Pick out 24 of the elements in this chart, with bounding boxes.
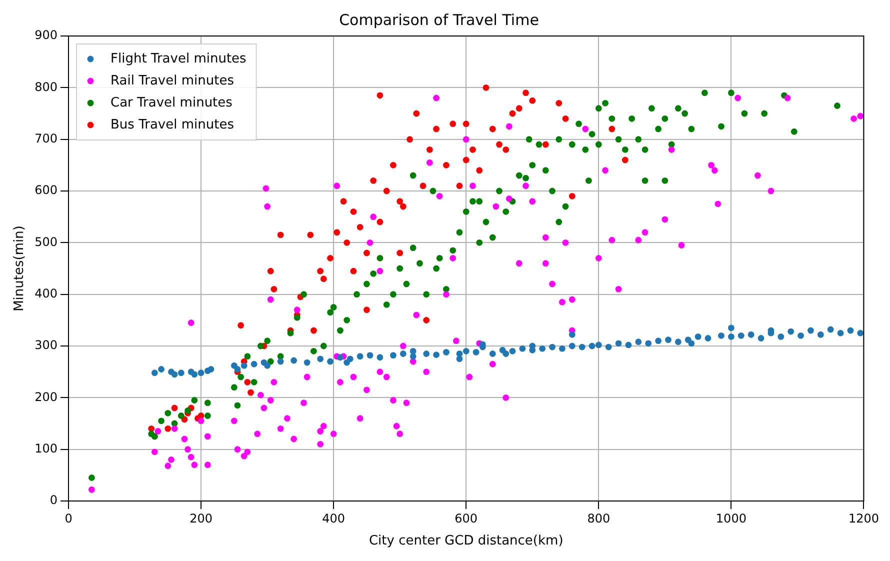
y-tick-label: 900 [34,28,58,42]
y-tick-label: 100 [34,441,58,456]
legend-label: Bus Travel minutes [110,117,234,132]
x-tick-label: 600 [454,511,478,526]
x-tick-label: 0 [64,511,72,526]
x-tick-label: 400 [322,511,346,526]
y-tick-label: 300 [34,338,58,352]
legend-label: Rail Travel minutes [110,73,234,88]
y-tick-label: 700 [34,131,58,146]
y-tick-label: 0 [50,493,58,508]
chart-title: Comparison of Travel Time [339,10,539,29]
y-tick-label: 600 [34,183,58,198]
x-tick-label: 800 [587,511,610,526]
y-axis-title: Minutes(min) [12,226,28,312]
x-tick-label: 1200 [848,511,880,526]
x-tick-label: 1000 [716,511,746,526]
x-tick-label: 200 [190,511,212,526]
y-tick-label: 500 [34,234,58,249]
x-axis-title: City center GCD distance(km) [368,534,564,549]
y-tick-label: 200 [34,390,58,404]
y-tick-label: 800 [34,80,58,94]
legend-label: Car Travel minutes [110,95,233,110]
y-tick-label: 400 [34,286,58,300]
legend-label: Flight Travel minutes [110,51,247,66]
